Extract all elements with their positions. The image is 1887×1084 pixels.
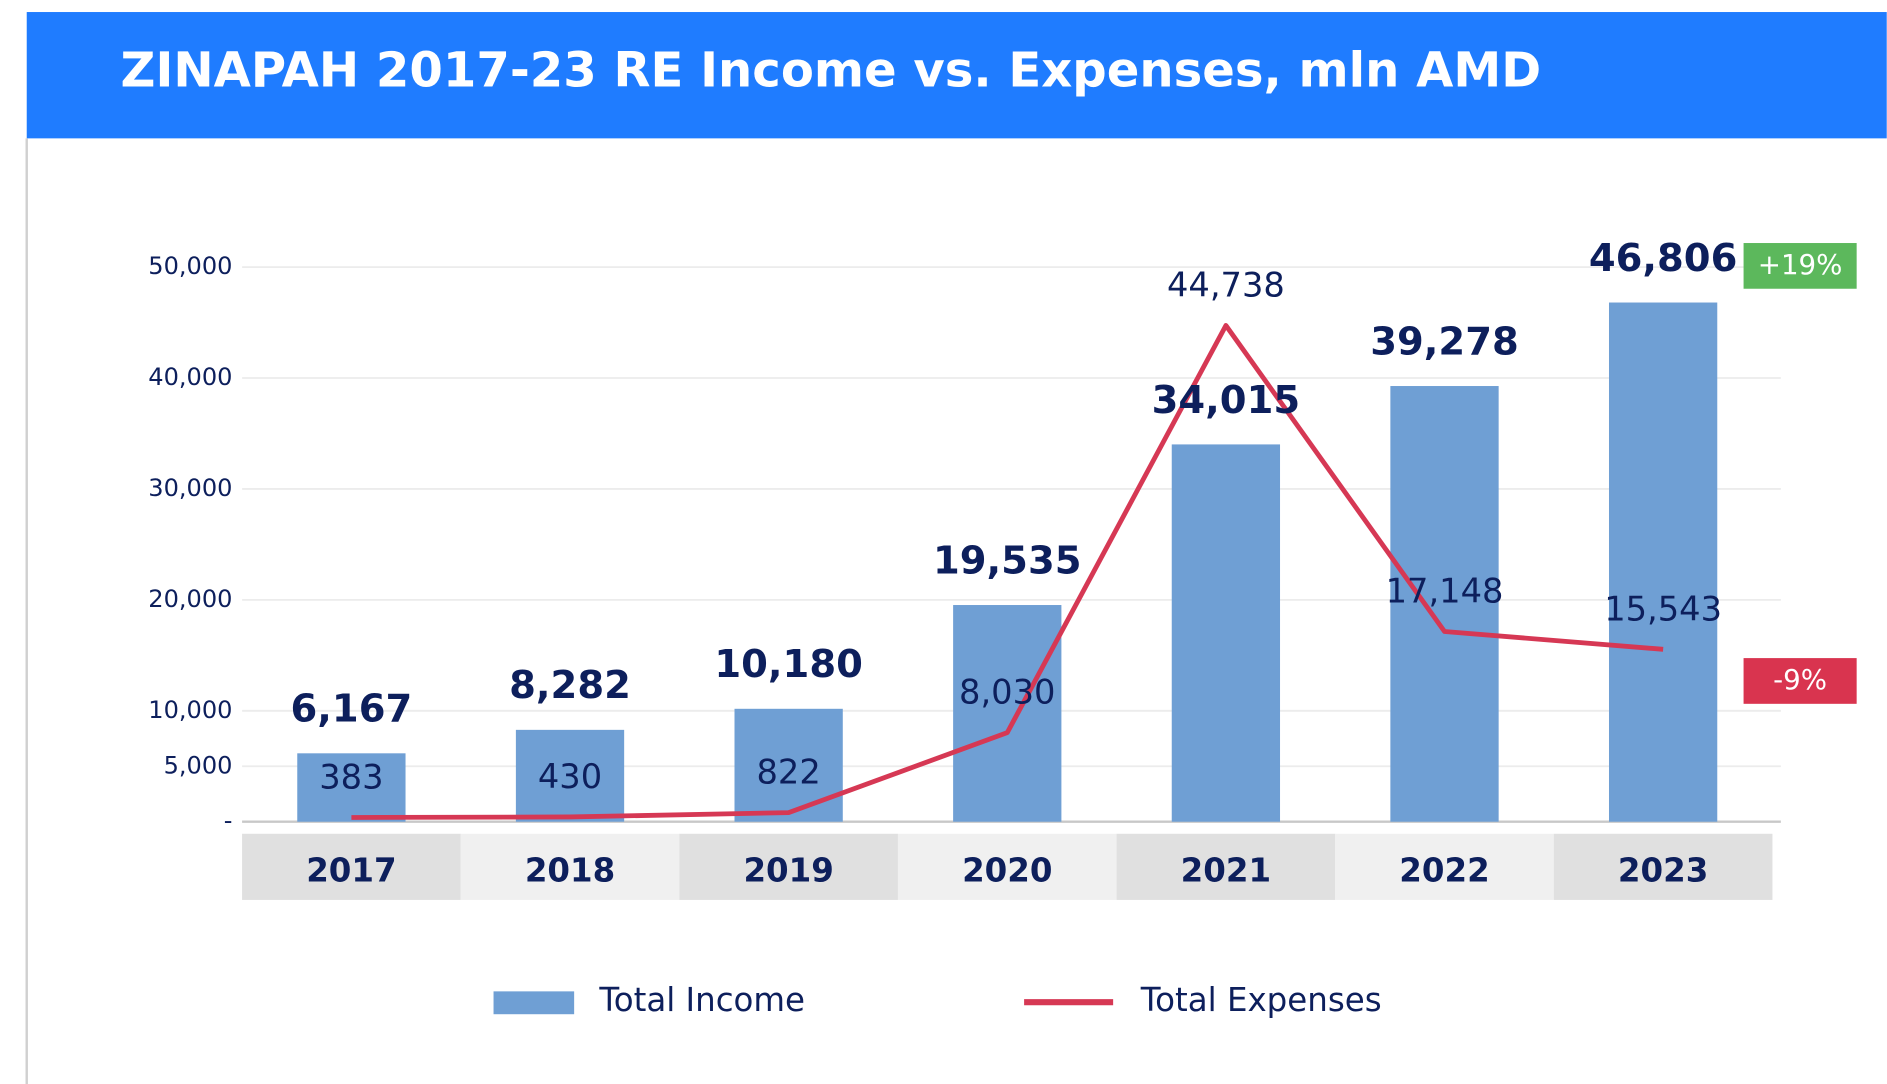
- x-tick-label: 2019: [743, 851, 833, 889]
- category-band: [460, 833, 680, 900]
- data-label: 10,180: [714, 642, 863, 687]
- data-label: 6,167: [291, 687, 413, 732]
- x-tick-label: 2017: [306, 851, 396, 889]
- data-label: 34,015: [1152, 378, 1301, 423]
- badge-label: +19%: [1758, 248, 1843, 281]
- data-label: 8,030: [959, 673, 1055, 712]
- x-tick-label: 2020: [962, 851, 1052, 889]
- data-label: 15,543: [1604, 589, 1722, 628]
- legend-label: Total Expenses: [1140, 981, 1382, 1019]
- legend-swatch: [493, 991, 575, 1015]
- header-bar: [26, 12, 1887, 139]
- category-band: [1335, 833, 1554, 900]
- category-band: [679, 833, 898, 900]
- y-tick-label: 50,000: [148, 252, 232, 280]
- x-tick-label: 2021: [1181, 851, 1271, 889]
- legend-label: Total Income: [598, 981, 805, 1019]
- data-label: 39,278: [1370, 319, 1519, 364]
- data-label: 383: [319, 757, 383, 796]
- bar: [1608, 302, 1718, 822]
- bar: [734, 708, 843, 822]
- badge: [1743, 243, 1857, 289]
- data-label: 19,535: [933, 538, 1082, 583]
- y-tick-label: 40,000: [148, 363, 232, 391]
- y-tick-label: 30,000: [148, 474, 232, 502]
- badge-label: -9%: [1773, 663, 1827, 696]
- y-tick-label: 10,000: [148, 696, 232, 724]
- y-tick-label: 20,000: [148, 585, 232, 613]
- bar: [515, 729, 625, 822]
- data-label: 44,738: [1167, 265, 1285, 304]
- category-band: [1553, 833, 1773, 900]
- chart-title: ZINAPAH 2017-23 RE Income vs. Expenses, …: [121, 42, 1542, 98]
- x-tick-label: 2018: [525, 851, 615, 889]
- data-label: 46,806: [1589, 236, 1738, 281]
- bar: [1171, 444, 1281, 822]
- data-label: 430: [538, 757, 602, 796]
- category-band: [1116, 833, 1336, 900]
- bar: [953, 605, 1062, 822]
- data-label: 8,282: [509, 663, 631, 708]
- line: [351, 323, 1664, 820]
- y-tick-label: 5,000: [164, 751, 233, 779]
- x-tick-label: 2022: [1399, 851, 1489, 889]
- badge: [1743, 658, 1857, 704]
- x-tick-label: 2023: [1618, 851, 1708, 889]
- category-band: [897, 833, 1117, 900]
- data-label: 822: [757, 753, 821, 792]
- bar: [1390, 386, 1499, 822]
- y-tick-label: -: [224, 807, 233, 835]
- data-label: 17,148: [1386, 572, 1504, 611]
- bar: [297, 753, 406, 822]
- category-band: [242, 833, 461, 900]
